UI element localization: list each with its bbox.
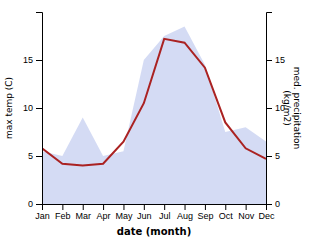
tick-mark [225, 204, 226, 210]
tick-mark [246, 204, 247, 210]
y-tick: 5 [28, 151, 42, 161]
y2-axis-title-line: med. precipitation [292, 67, 302, 149]
y2-axis-title-line: (kg/m2) [282, 90, 292, 125]
x-tick: Feb [55, 204, 71, 221]
tick-mark [205, 204, 206, 210]
tick-label: Feb [55, 211, 71, 221]
tick-label: Dec [258, 211, 275, 221]
x-axis: Jan Feb Mar Apr May Jun Jul Aug Sep Oct NovDec [35, 204, 275, 221]
line [42, 39, 266, 166]
x-tick: Jun [137, 204, 152, 221]
tick-mark [103, 204, 104, 210]
y-tick: 10 [23, 103, 42, 113]
tick-mark [164, 204, 165, 210]
y2-tick: 0 [266, 199, 280, 209]
x-tick: Dec [258, 204, 275, 221]
tick-mark [36, 156, 42, 157]
y2-tick: 5 [266, 151, 280, 161]
chart: JanFebMarAprMayJunJulAugSepOctNovDec0510… [0, 0, 318, 242]
tick-label: 15 [275, 55, 285, 65]
tick-mark [185, 204, 186, 210]
axis-line [43, 205, 267, 211]
x-tick: Jul [159, 204, 171, 221]
tick-label: Jan [35, 211, 50, 221]
tick-mark [36, 204, 42, 205]
axis-line [267, 13, 273, 205]
tick-mark [62, 204, 63, 210]
x-tick: Oct [219, 204, 234, 221]
y-axis: 0 5 10 15 [23, 13, 43, 210]
tick-label: Apr [97, 211, 111, 221]
y-axis-title: max temp (C) [4, 77, 14, 139]
area [42, 26, 266, 204]
x-tick: Sep [197, 204, 213, 221]
tick-mark [83, 204, 84, 210]
tick-mark [266, 108, 272, 109]
tick-mark [36, 108, 42, 109]
y2-axis-title: med. precipitation(kg/m2) [282, 67, 302, 149]
y2-tick: 15 [266, 55, 285, 65]
x-tick: Aug [177, 204, 193, 221]
x-tick: Nov [238, 204, 255, 221]
y-tick: 0 [28, 199, 42, 209]
tick-label: 10 [23, 103, 33, 113]
axis-line [36, 13, 43, 205]
tick-mark [266, 204, 272, 205]
x-tick: Mar [75, 204, 91, 221]
tick-label: 5 [275, 151, 280, 161]
tick-mark [144, 204, 145, 210]
tick-label: May [115, 211, 133, 221]
marks [42, 26, 266, 204]
tick-mark [266, 156, 272, 157]
plot-area: JanFebMarAprMayJunJulAugSepOctNovDec0510… [4, 13, 302, 238]
x-tick: May [115, 204, 133, 221]
tick-label: Mar [75, 211, 91, 221]
tick-mark [123, 204, 124, 210]
x-axis-title: date (month) [117, 226, 191, 237]
tick-label: Jun [137, 211, 152, 221]
tick-label: 15 [23, 55, 33, 65]
tick-label: Oct [219, 211, 234, 221]
tick-label: 0 [275, 199, 280, 209]
x-tick: Jan [35, 204, 50, 221]
tick-label: 5 [28, 151, 33, 161]
y-tick: 15 [23, 55, 42, 65]
tick-label: Nov [238, 211, 255, 221]
tick-label: Sep [197, 211, 213, 221]
tick-label: Jul [159, 211, 171, 221]
tick-mark [36, 60, 42, 61]
tick-mark [266, 60, 272, 61]
tick-label: 0 [28, 199, 33, 209]
x-tick: Apr [97, 204, 111, 221]
tick-label: Aug [177, 211, 193, 221]
